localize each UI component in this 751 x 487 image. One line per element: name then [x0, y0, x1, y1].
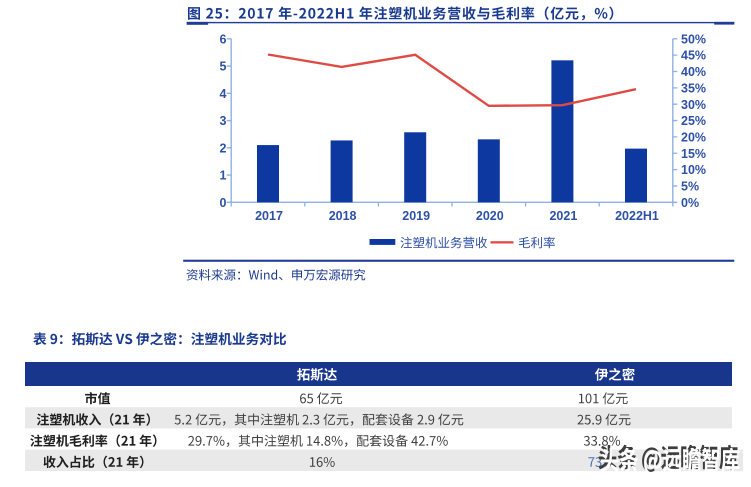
svg-text:4: 4 — [220, 87, 227, 101]
svg-text:0%: 0% — [681, 196, 699, 210]
svg-text:30%: 30% — [681, 98, 706, 112]
svg-text:2019: 2019 — [402, 209, 430, 223]
svg-text:25%: 25% — [681, 114, 706, 128]
svg-text:45%: 45% — [681, 49, 706, 63]
svg-text:2020: 2020 — [476, 209, 504, 223]
svg-text:5: 5 — [220, 60, 227, 74]
svg-text:20%: 20% — [681, 130, 706, 144]
svg-text:35%: 35% — [681, 81, 706, 95]
svg-text:2021: 2021 — [549, 209, 577, 223]
svg-text:50%: 50% — [681, 32, 706, 46]
svg-text:5%: 5% — [681, 180, 699, 194]
svg-text:6: 6 — [220, 32, 227, 46]
svg-text:3: 3 — [220, 114, 227, 128]
svg-text:2022H1: 2022H1 — [615, 209, 659, 223]
svg-text:40%: 40% — [681, 65, 706, 79]
svg-text:10%: 10% — [681, 163, 706, 177]
svg-text:15%: 15% — [681, 147, 706, 161]
svg-text:0: 0 — [220, 196, 227, 210]
svg-text:1: 1 — [220, 169, 227, 183]
svg-text:2018: 2018 — [329, 209, 357, 223]
svg-text:2: 2 — [220, 141, 227, 155]
svg-text:2017: 2017 — [255, 209, 283, 223]
